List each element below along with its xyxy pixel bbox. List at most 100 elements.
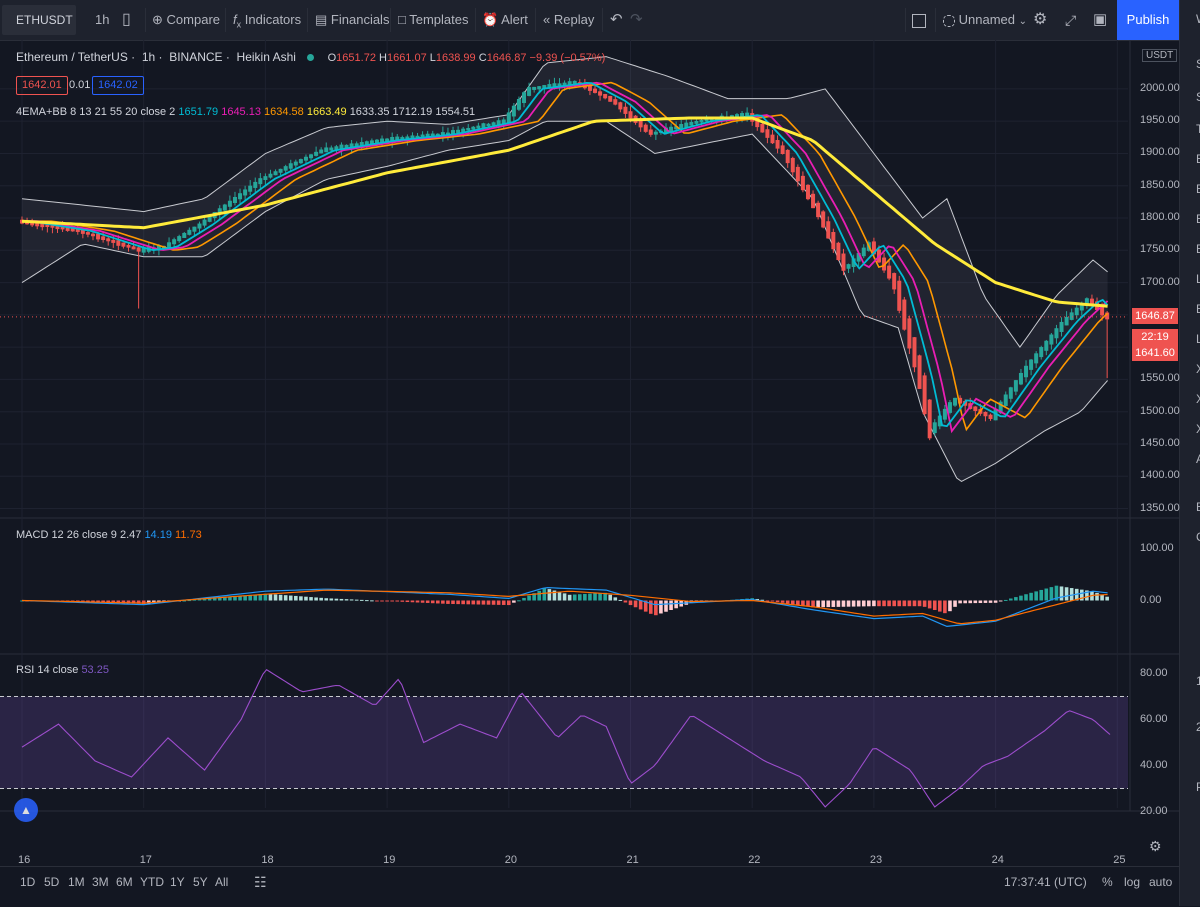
range-button-6m[interactable]: 6M xyxy=(116,875,133,889)
candle-body xyxy=(136,247,141,252)
fullscreen-icon[interactable]: ⤢ xyxy=(1065,12,1077,28)
macd-histogram-bar xyxy=(365,600,369,602)
candle-body xyxy=(1059,321,1064,332)
layout-square-icon[interactable] xyxy=(912,0,926,40)
ema-bb-legend[interactable]: 4EMA+BB 8 13 21 55 20 close 2 1651.79 16… xyxy=(16,106,475,118)
watchlist-item[interactable]: E xyxy=(1196,500,1200,514)
watchlist-item[interactable]: X xyxy=(1196,392,1200,406)
replay-button[interactable]: « Replay xyxy=(543,0,594,40)
macd-histogram-bar xyxy=(542,588,547,601)
candle-body xyxy=(846,264,851,269)
range-button-1y[interactable]: 1Y xyxy=(170,875,185,889)
candle-body xyxy=(907,318,912,349)
watchlist-item[interactable]: L xyxy=(1196,332,1200,346)
watchlist-item[interactable]: B xyxy=(1196,152,1200,166)
macd-histogram-bar xyxy=(988,600,993,603)
watchlist-item[interactable]: 2 xyxy=(1196,720,1200,734)
candle-body xyxy=(248,185,253,192)
watchlist-item[interactable]: B xyxy=(1196,182,1200,196)
watchlist-item[interactable]: E xyxy=(1196,212,1200,226)
candle-body xyxy=(121,242,126,247)
divider xyxy=(307,8,308,32)
range-button-1d[interactable]: 1D xyxy=(20,875,36,889)
market-status-dot xyxy=(307,54,315,61)
macd-histogram-bar xyxy=(973,600,978,604)
candle-body xyxy=(882,257,887,271)
range-button-3m[interactable]: 3M xyxy=(92,875,109,889)
candle-body xyxy=(704,119,709,122)
axis-settings-gear-icon[interactable]: ⚙ xyxy=(1149,838,1162,854)
watchlist-item[interactable]: A xyxy=(1196,452,1200,466)
macd-histogram-bar xyxy=(486,600,491,605)
rsi-name: RSI 14 close xyxy=(16,664,79,676)
financials-button[interactable]: ▤ Financials xyxy=(315,0,389,40)
bid-price-button[interactable]: 1642.01 xyxy=(16,76,68,95)
chart-area[interactable]: Ethereum / TetherUS · 1h · BINANCE · Hei… xyxy=(0,40,1180,866)
range-button-all[interactable]: All xyxy=(215,875,229,889)
close-label: C xyxy=(478,52,487,64)
candle-style-icon[interactable]: ▯ xyxy=(122,11,131,28)
watchlist-item[interactable]: X xyxy=(1196,422,1200,436)
watchlist-item[interactable]: X xyxy=(1196,362,1200,376)
range-button-5d[interactable]: 5D xyxy=(44,875,60,889)
price-tick-label: 1700.00 xyxy=(1140,275,1180,288)
undo-icon[interactable]: ↶ xyxy=(610,11,623,28)
watchlist-item[interactable]: C xyxy=(1196,530,1200,544)
ema21-line xyxy=(22,81,1109,432)
candle-body xyxy=(851,258,856,267)
candle-body xyxy=(101,236,106,241)
chart-canvas[interactable] xyxy=(0,40,1179,866)
settings-gear-icon[interactable]: ⚙ xyxy=(1033,11,1048,28)
bb-upper-value: 1712.19 xyxy=(392,106,433,118)
macd-histogram-bar xyxy=(212,597,217,601)
range-button-ytd[interactable]: YTD xyxy=(140,875,164,889)
macd-histogram-bar xyxy=(821,600,825,608)
macd-legend[interactable]: MACD 12 26 close 9 2.47 14.19 11.73 xyxy=(16,529,202,541)
interval-button[interactable]: 1h xyxy=(95,12,110,27)
percent-scale-toggle[interactable]: % xyxy=(1102,875,1113,889)
camera-icon[interactable]: ▣ xyxy=(1093,11,1108,28)
ask-price-button[interactable]: 1642.02 xyxy=(92,76,144,95)
candle-body xyxy=(420,134,425,139)
candle-body xyxy=(765,129,770,138)
macd-histogram-bar xyxy=(861,600,866,607)
divider xyxy=(602,8,603,32)
tradingview-logo-icon[interactable]: ▲ xyxy=(14,798,38,822)
bb-lower-tag: 1641.60 xyxy=(1132,345,1178,361)
symbol-search[interactable]: ETHUSDT xyxy=(2,5,76,35)
candle-body xyxy=(1029,359,1034,370)
watchlist-item[interactable]: P xyxy=(1196,780,1200,794)
watchlist-item[interactable]: 1 xyxy=(1196,674,1200,688)
macd-histogram-bar xyxy=(1034,591,1038,601)
candle-body xyxy=(141,247,146,253)
candle-body xyxy=(253,181,258,188)
watchlist-item[interactable]: W xyxy=(1196,12,1200,26)
range-button-5y[interactable]: 5Y xyxy=(193,875,208,889)
compare-button[interactable]: ⊕ Compare xyxy=(152,0,220,40)
templates-button[interactable]: □ Templates xyxy=(398,0,469,40)
currency-label[interactable]: USDT xyxy=(1142,49,1178,62)
auto-scale-toggle[interactable]: auto xyxy=(1149,875,1173,889)
alert-button[interactable]: ⏰ Alert xyxy=(482,0,528,40)
log-scale-toggle[interactable]: log xyxy=(1124,875,1141,889)
price-tick-label: 1500.00 xyxy=(1140,404,1180,417)
range-button-1m[interactable]: 1M xyxy=(68,875,85,889)
publish-button[interactable]: Publish xyxy=(1117,0,1179,40)
macd-histogram-bar xyxy=(1105,596,1109,601)
time-tick-label: 23 xyxy=(869,854,883,866)
watchlist-item[interactable]: S xyxy=(1196,90,1200,104)
watchlist-item[interactable]: E xyxy=(1196,242,1200,256)
macd-histogram-bar xyxy=(268,594,273,601)
watchlist-item[interactable]: T xyxy=(1196,122,1200,136)
candle-body xyxy=(298,159,303,164)
redo-icon[interactable]: ↷ xyxy=(630,11,643,28)
rsi-legend[interactable]: RSI 14 close 53.25 xyxy=(16,664,109,676)
watchlist-item[interactable]: B xyxy=(1196,302,1200,316)
goto-date-icon[interactable]: ☷ xyxy=(254,874,267,890)
clock-utc[interactable]: 17:37:41 (UTC) xyxy=(1004,875,1087,889)
watchlist-item[interactable]: S xyxy=(1196,57,1200,71)
bollinger-lower-line xyxy=(21,120,1108,482)
layout-name-button[interactable]: Unnamed ⌄ xyxy=(943,0,1027,40)
watchlist-item[interactable]: L xyxy=(1196,272,1200,286)
indicators-button[interactable]: fx Indicators xyxy=(233,12,302,30)
